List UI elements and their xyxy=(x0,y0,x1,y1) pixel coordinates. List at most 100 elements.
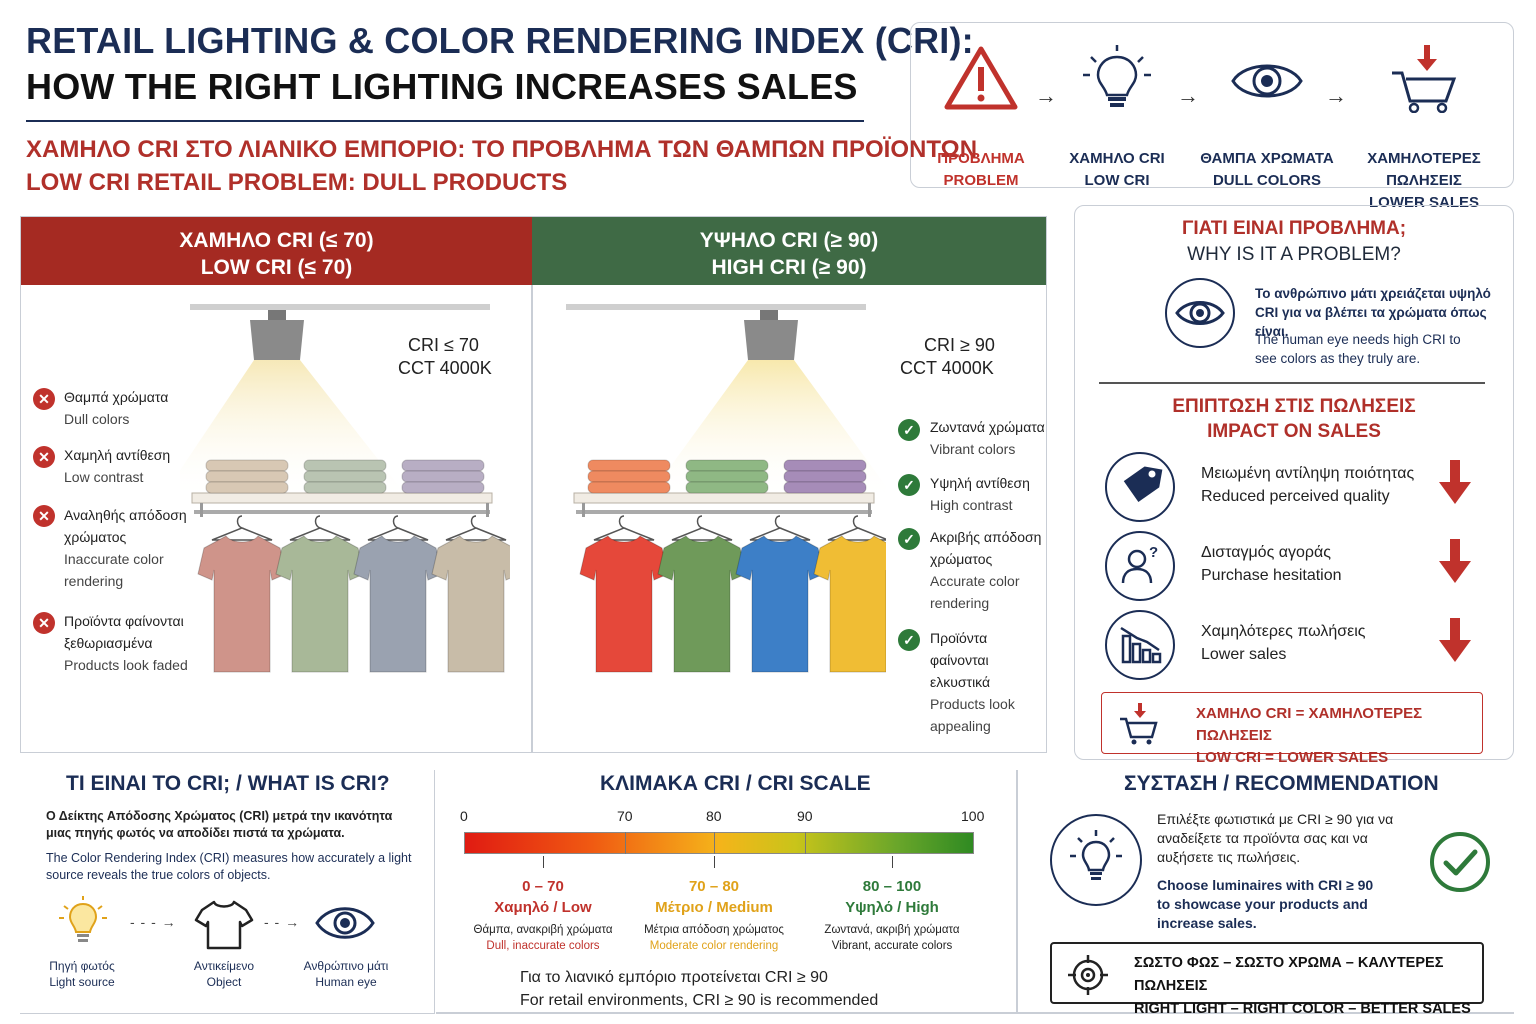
warning-icon xyxy=(944,46,1018,110)
impact-text: Χαμηλότερες πωλήσεις Lower sales xyxy=(1201,620,1365,666)
cri-scale-title: ΚΛΙΜΑΚΑ CRI / CRI SCALE xyxy=(600,772,871,795)
high-feature-2: Υψηλή αντίθεση High contrast xyxy=(930,472,1045,516)
step-gr: Ανθρώπινο μάτι xyxy=(303,959,389,973)
shelf-bracket xyxy=(582,503,585,517)
declining-chart-icon xyxy=(1120,626,1162,664)
scale-range-high: 80 – 100 Υψηλό / High Ζωντανά, ακριβή χρ… xyxy=(807,876,977,954)
impact-en: Reduced perceived quality xyxy=(1201,488,1390,505)
feature-en: Low contrast xyxy=(64,469,144,485)
why-problem-panel: ΓΙΑΤΙ ΕΙΝΑΙ ΠΡΟΒΛΗΜΑ; WHY IS IT A PROBLE… xyxy=(1074,205,1514,766)
range-name: Υψηλό / High xyxy=(845,899,939,916)
impact-en: Lower sales xyxy=(1201,646,1287,663)
eye-icon xyxy=(315,907,375,939)
title-divider xyxy=(26,120,864,122)
feature-en: Inaccurate color rendering xyxy=(64,551,164,589)
scale-tick-100: 100 xyxy=(961,808,985,824)
scale-separator xyxy=(805,832,806,854)
arrow-right-icon: → xyxy=(1325,83,1347,108)
feature-gr: Αναληθής απόδοση χρώματος xyxy=(64,507,187,545)
tshirt-icon xyxy=(194,900,254,950)
high-display-svg xyxy=(573,459,903,673)
tshirt-on-hanger xyxy=(353,515,443,673)
tshirt-on-hanger xyxy=(275,515,365,673)
range-desc-en: Dull, inaccurate colors xyxy=(486,940,600,952)
step-en: Human eye xyxy=(315,975,377,989)
impact-row-hesitation: ? Δισταγμός αγοράς Purchase hesitation xyxy=(1105,531,1495,601)
tshirt-on-hanger xyxy=(813,515,903,673)
why-text-en: The human eye needs high CRI to see colo… xyxy=(1255,332,1461,366)
scale-pointer xyxy=(543,856,544,868)
high-cri-products xyxy=(556,300,903,680)
range-desc-gr: Ζωντανά, ακριβή χρώματα xyxy=(824,924,960,936)
high-feature-1: Ζωντανά χρώματα Vibrant colors xyxy=(930,416,1045,460)
why-title-gr: ΓΙΑΤΙ ΕΙΝΑΙ ΠΡΟΒΛΗΜΑ; xyxy=(1181,218,1407,239)
folded-towel-stack xyxy=(685,459,769,494)
low-cct-value: CCT 4000K xyxy=(398,358,492,378)
why-text-gr: Το ανθρώπινο μάτι χρειάζεται υψηλό CRI γ… xyxy=(1255,286,1491,339)
flow-label-en: DULL COLORS xyxy=(1212,172,1322,189)
subtitle-english: LOW CRI RETAIL PROBLEM: DULL PRODUCTS xyxy=(26,169,568,196)
high-cri-header-en: HIGH CRI (≥ 90) xyxy=(711,256,867,279)
slogan-en: RIGHT LIGHT – RIGHT COLOR – BETTER SALES xyxy=(1134,1001,1471,1017)
scale-range-low: 0 – 70 Χαμηλό / Low Θάμπα, ανακριβή χρώμ… xyxy=(458,876,628,954)
cri-scale-bar xyxy=(464,832,974,854)
feature-en: Products look appealing xyxy=(930,696,1015,734)
range-value: 0 – 70 xyxy=(522,878,564,895)
arrow-right-icon: - - - → xyxy=(130,914,177,930)
slogan-text: ΣΩΣΤΟ ΦΩΣ – ΣΩΣΤΟ ΧΡΩΜΑ – ΚΑΛΥΤΕΡΕΣ ΠΩΛΗ… xyxy=(1134,952,1482,1021)
panel-divider xyxy=(531,285,533,753)
high-cri-value: CRI ≥ 90 xyxy=(924,335,995,355)
high-cri-header: ΥΨΗΛΟ CRI (≥ 90) HIGH CRI (≥ 90) xyxy=(532,217,1046,285)
low-feature-4: Προϊόντα φαίνονται ξεθωριασμένα Products… xyxy=(64,610,188,676)
high-feature-3: Ακριβής απόδοση χρώματος Accurate color … xyxy=(930,526,1045,614)
scale-tick-0: 0 xyxy=(460,808,468,824)
flow-label-en: PROBLEM xyxy=(943,172,1019,189)
step-gr: Πηγή φωτός xyxy=(49,959,115,973)
callout-gr: ΧΑΜΗΛΟ CRI = ΧΑΜΗΛΟΤΕΡΕΣ ΠΩΛΗΣΕΙΣ xyxy=(1196,705,1423,744)
svg-text:?: ? xyxy=(1149,544,1158,561)
what-is-cri-title: ΤΙ ΕΙΝΑΙ ΤΟ CRI; / WHAT IS CRI? xyxy=(66,772,390,795)
flow-step-low-cri: ΧΑΜΗΛΟ CRI LOW CRI xyxy=(1047,43,1187,192)
recommendation-title: ΣΥΣΤΑΣΗ / RECOMMENDATION xyxy=(1124,772,1439,795)
arrow-right-icon: → xyxy=(1035,83,1057,108)
impact-icon-circle xyxy=(1105,452,1175,522)
feature-en: Products look faded xyxy=(64,657,188,673)
lightbulb-icon xyxy=(1083,45,1151,107)
scale-separator xyxy=(625,832,626,854)
shelf xyxy=(191,492,493,504)
cart-down-icon xyxy=(1120,703,1158,745)
cart-down-icon xyxy=(1392,45,1457,114)
step-human-eye: Ανθρώπινο μάτι Human eye xyxy=(294,958,398,990)
flow-label-gr: ΧΑΜΗΛΟΤΕΡΕΣ ΠΩΛΗΣΕΙΣ xyxy=(1367,150,1481,189)
x-icon: ✕ xyxy=(33,446,55,468)
check-icon: ✓ xyxy=(898,419,920,441)
tshirt-on-hanger xyxy=(735,515,825,673)
step-light-source: Πηγή φωτός Light source xyxy=(32,958,132,990)
shelf-bracket xyxy=(868,503,871,517)
scale-note: Για το λιανικό εμπόριο προτείνεται CRI ≥… xyxy=(520,966,878,1012)
flow-label-en: LOW CRI xyxy=(1084,172,1150,189)
subtitle-greek: ΧΑΜΗΛΟ CRI ΣΤΟ ΛΙΑΝΙΚΟ ΕΜΠΟΡΙΟ: ΤΟ ΠΡΟΒΛ… xyxy=(26,136,978,163)
callout-en: LOW CRI = LOWER SALES xyxy=(1196,749,1389,766)
range-value: 70 – 80 xyxy=(688,878,740,895)
feature-en: Accurate color rendering xyxy=(930,573,1020,611)
what-is-cri-text-en: The Color Rendering Index (CRI) measures… xyxy=(46,851,412,882)
scale-pointer xyxy=(892,856,893,868)
feature-gr: Χαμηλή αντίθεση xyxy=(64,447,171,463)
eye-icon xyxy=(1175,301,1225,325)
flow-step-dull-colors: ΘΑΜΠΑ ΧΡΩΜΑΤΑ DULL COLORS xyxy=(1197,43,1337,192)
scale-pointer xyxy=(714,856,715,868)
scale-tick-70: 70 xyxy=(617,808,633,824)
feature-en: Dull colors xyxy=(64,411,130,427)
range-desc-en: Moderate color rendering xyxy=(649,940,779,952)
x-icon: ✕ xyxy=(33,612,55,634)
impact-en: Purchase hesitation xyxy=(1201,567,1342,584)
feature-gr: Ακριβής απόδοση χρώματος xyxy=(930,529,1042,567)
high-cri-spec: CRI ≥ 90 CCT 4000K xyxy=(900,334,995,380)
high-feature-4: Προϊόντα φαίνονται ελκυστικά Products lo… xyxy=(930,627,1045,737)
flow-label-gr: ΘΑΜΠΑ ΧΡΩΜΑΤΑ xyxy=(1200,150,1334,167)
rec-text-gr: Επιλέξτε φωτιστικά με CRI ≥ 90 για να αν… xyxy=(1157,811,1394,865)
feature-gr: Προϊόντα φαίνονται ελκυστικά xyxy=(930,630,991,690)
slogan-box: ΣΩΣΤΟ ΦΩΣ – ΣΩΣΤΟ ΧΡΩΜΑ – ΚΑΛΥΤΕΡΕΣ ΠΩΛΗ… xyxy=(1050,942,1484,1017)
impact-title-gr: ΕΠΙΠΤΩΣΗ ΣΤΙΣ ΠΩΛΗΣΕΙΣ xyxy=(1172,396,1416,417)
